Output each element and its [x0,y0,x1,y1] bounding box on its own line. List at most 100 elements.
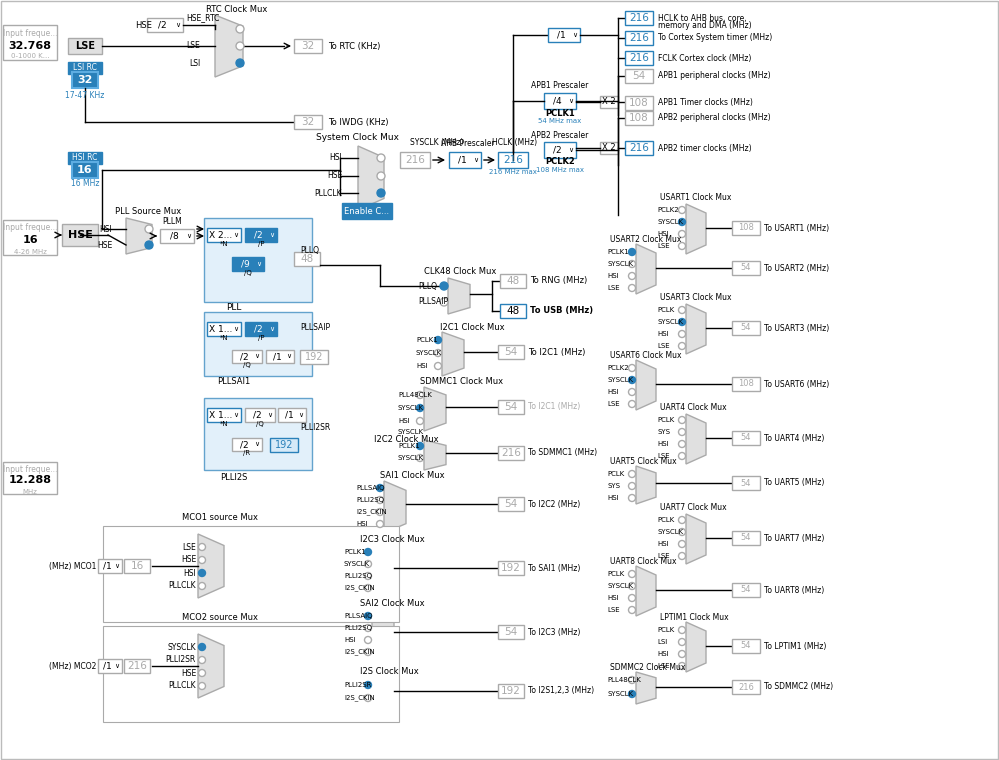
Bar [98,559,122,573]
Text: 0-1000 K...: 0-1000 K... [11,53,49,59]
Text: 48: 48 [301,254,314,264]
Bar [449,152,481,168]
Text: CLK48 Clock Mux: CLK48 Clock Mux [424,268,497,277]
Circle shape [365,695,372,701]
Circle shape [365,613,372,619]
Text: USART3 Clock Mux: USART3 Clock Mux [660,293,731,302]
Circle shape [678,331,685,337]
Text: Enable C...: Enable C... [345,207,390,216]
Text: I2C2 Clock Mux: I2C2 Clock Mux [374,435,439,445]
Circle shape [417,417,424,425]
Bar [204,398,312,470]
Polygon shape [636,672,656,704]
Circle shape [628,606,635,613]
Circle shape [628,483,635,489]
Bar [600,96,618,108]
Text: LSE: LSE [607,607,619,613]
Circle shape [678,517,685,524]
Text: SYSCLK: SYSCLK [607,377,633,383]
Text: RTC Clock Mux: RTC Clock Mux [207,5,268,14]
Text: SAI1 Clock Mux: SAI1 Clock Mux [380,471,445,480]
Text: SDMMC2 Clock Mux: SDMMC2 Clock Mux [610,663,685,673]
Bar [3,220,57,255]
Text: 32: 32 [77,75,93,85]
Text: PCLK: PCLK [607,571,624,577]
Text: To UART8 (MHz): To UART8 (MHz) [764,585,824,594]
Text: LPTIM1 Clock Mux: LPTIM1 Clock Mux [660,613,728,622]
Bar [600,142,618,154]
Text: /2: /2 [240,352,249,361]
Polygon shape [372,608,394,660]
Text: 48: 48 [506,306,519,316]
Text: /2: /2 [254,325,263,334]
Polygon shape [686,622,706,672]
Circle shape [628,676,635,683]
Bar [103,626,399,722]
Bar [278,408,306,422]
Text: HSI: HSI [657,331,668,337]
Text: PCLK2: PCLK2 [607,365,628,371]
Bar [500,304,526,318]
Text: 54: 54 [504,402,517,412]
Text: ∨: ∨ [270,326,275,332]
Text: PLLI2SQ: PLLI2SQ [344,573,372,579]
Text: 216: 216 [629,53,649,63]
Text: HSE: HSE [181,556,196,565]
Text: HSE: HSE [327,172,342,181]
Bar [732,321,760,335]
Text: 48: 48 [506,276,519,286]
Text: To RTC (KHz): To RTC (KHz) [328,42,381,50]
Text: MCO1 source Mux: MCO1 source Mux [182,514,258,523]
Text: 216: 216 [405,155,425,165]
Text: PCLK: PCLK [657,627,674,633]
Text: /2: /2 [552,145,561,154]
Circle shape [377,496,384,504]
Circle shape [678,626,685,634]
Text: /1: /1 [458,156,467,164]
Text: I2S_CKIN: I2S_CKIN [356,508,387,515]
Text: HSI: HSI [657,541,668,547]
Circle shape [628,495,635,502]
Bar [98,659,122,673]
Text: HCLK (MHz): HCLK (MHz) [493,138,537,147]
Text: APB2 peripheral clocks (MHz): APB2 peripheral clocks (MHz) [658,113,770,122]
Text: PLL Source Mux: PLL Source Mux [115,207,181,217]
Circle shape [678,219,685,226]
Text: HSI RC: HSI RC [72,154,98,163]
Text: APB1 Timer clocks (MHz): APB1 Timer clocks (MHz) [658,99,753,107]
Text: To USART1 (MHz): To USART1 (MHz) [764,223,829,233]
Text: To SAI1 (MHz): To SAI1 (MHz) [528,563,580,572]
Text: 216 MHz max: 216 MHz max [490,169,536,175]
Circle shape [440,298,448,306]
Text: 16 MHz: 16 MHz [71,179,99,188]
Text: /P: /P [258,335,265,341]
Circle shape [236,42,244,50]
Circle shape [365,648,372,655]
Text: To USART3 (MHz): To USART3 (MHz) [764,324,829,333]
Bar [625,31,653,45]
Text: HSE: HSE [135,21,152,30]
Text: /Q: /Q [244,270,252,276]
Text: 54: 54 [740,641,751,651]
Text: PCLK: PCLK [607,471,624,477]
Text: I2S_CKIN: I2S_CKIN [344,648,375,655]
Text: 108: 108 [629,98,649,108]
Text: To LPTIM1 (MHz): To LPTIM1 (MHz) [764,641,826,651]
Text: HSE: HSE [181,669,196,677]
Circle shape [199,670,206,676]
Text: System Clock Mux: System Clock Mux [317,134,400,143]
Circle shape [678,318,685,325]
Bar [732,221,760,235]
Circle shape [377,172,385,180]
Polygon shape [636,466,656,504]
Bar [147,18,183,32]
Text: /2: /2 [158,21,166,30]
Bar [498,625,524,639]
Text: 192: 192 [275,440,294,450]
Text: LSE: LSE [657,553,669,559]
Text: To I2C2 (MHz): To I2C2 (MHz) [528,499,580,508]
Text: *N: *N [220,241,229,247]
Text: PCLK1: PCLK1 [545,109,574,118]
Circle shape [628,261,635,268]
Text: 216: 216 [629,33,649,43]
